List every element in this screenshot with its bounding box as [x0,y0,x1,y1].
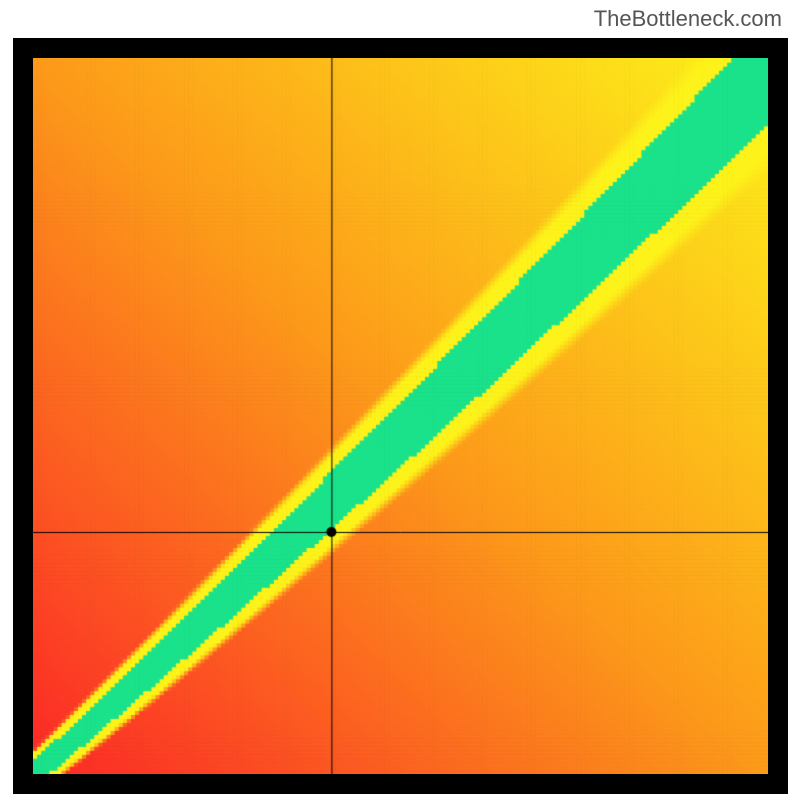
watermark-text: TheBottleneck.com [594,6,782,32]
bottleneck-heatmap [33,58,768,774]
